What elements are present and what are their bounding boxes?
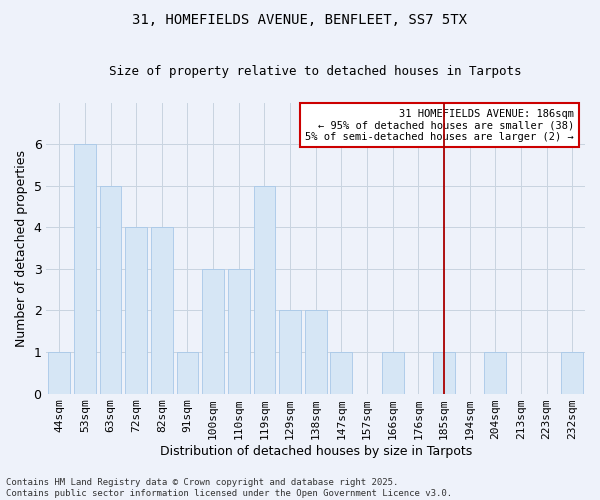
Text: 31 HOMEFIELDS AVENUE: 186sqm
← 95% of detached houses are smaller (38)
5% of sem: 31 HOMEFIELDS AVENUE: 186sqm ← 95% of de… bbox=[305, 108, 574, 142]
Title: Size of property relative to detached houses in Tarpots: Size of property relative to detached ho… bbox=[109, 65, 522, 78]
Bar bbox=[176, 352, 199, 394]
Bar bbox=[202, 269, 224, 394]
X-axis label: Distribution of detached houses by size in Tarpots: Distribution of detached houses by size … bbox=[160, 444, 472, 458]
Bar bbox=[484, 352, 506, 394]
Y-axis label: Number of detached properties: Number of detached properties bbox=[15, 150, 28, 346]
Bar bbox=[254, 186, 275, 394]
Bar bbox=[305, 310, 326, 394]
Bar bbox=[228, 269, 250, 394]
Bar bbox=[433, 352, 455, 394]
Text: 31, HOMEFIELDS AVENUE, BENFLEET, SS7 5TX: 31, HOMEFIELDS AVENUE, BENFLEET, SS7 5TX bbox=[133, 12, 467, 26]
Bar bbox=[279, 310, 301, 394]
Text: Contains HM Land Registry data © Crown copyright and database right 2025.
Contai: Contains HM Land Registry data © Crown c… bbox=[6, 478, 452, 498]
Bar bbox=[561, 352, 583, 394]
Bar bbox=[49, 352, 70, 394]
Bar bbox=[100, 186, 121, 394]
Bar bbox=[74, 144, 96, 394]
Bar bbox=[125, 228, 147, 394]
Bar bbox=[331, 352, 352, 394]
Bar bbox=[151, 228, 173, 394]
Bar bbox=[382, 352, 404, 394]
